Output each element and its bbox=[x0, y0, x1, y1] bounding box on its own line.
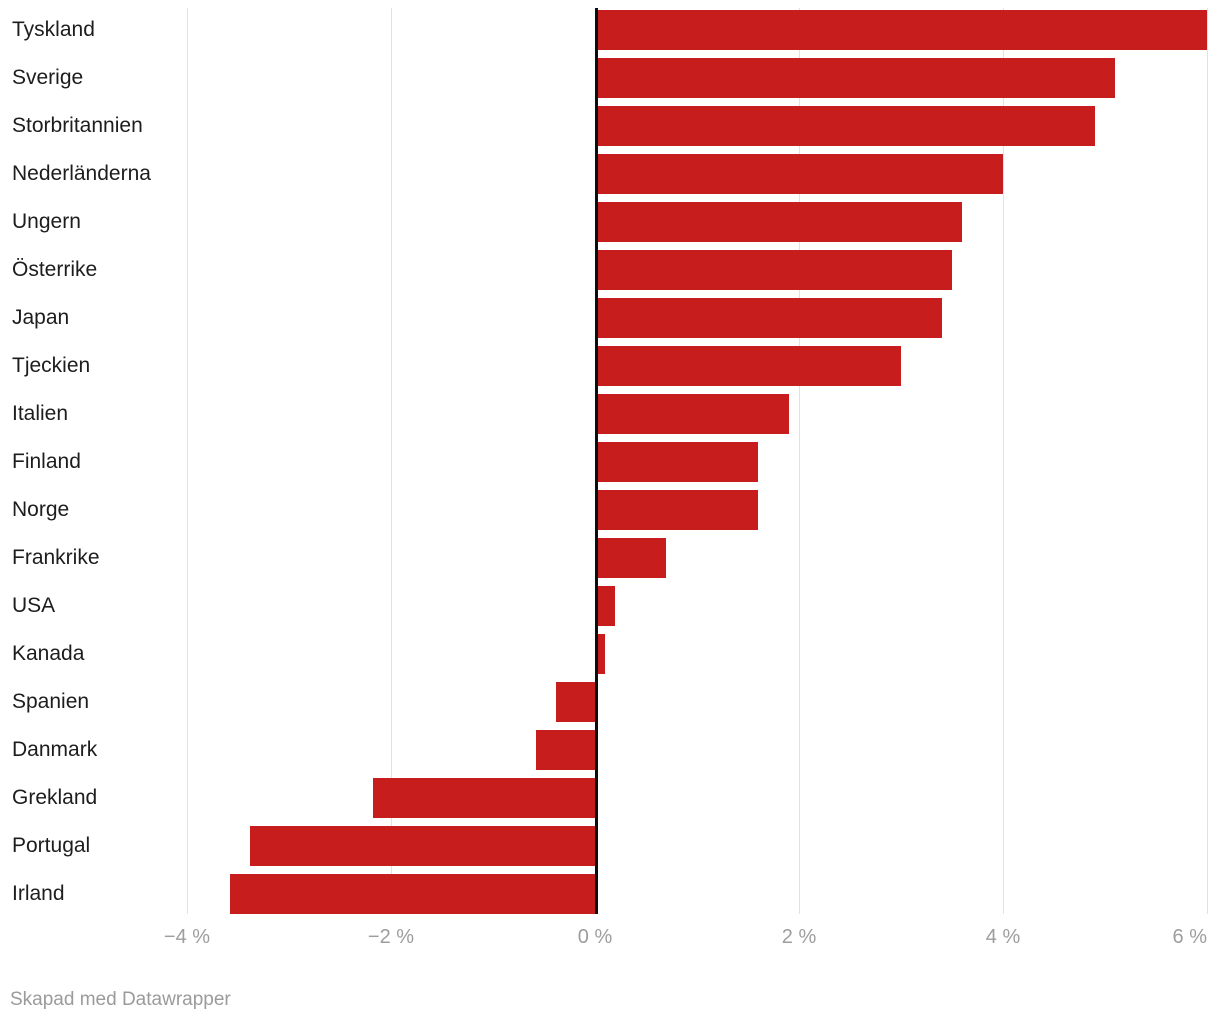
gridline bbox=[187, 8, 188, 914]
bar bbox=[598, 202, 963, 242]
x-axis-tick-label: −2 % bbox=[367, 926, 415, 948]
country-label: Danmark bbox=[12, 738, 98, 761]
bar bbox=[598, 346, 901, 386]
bar bbox=[598, 490, 759, 530]
country-label: Frankrike bbox=[12, 546, 100, 569]
bar bbox=[598, 538, 667, 578]
x-axis-tick-label: 2 % bbox=[781, 926, 817, 948]
bar bbox=[598, 634, 606, 674]
country-label: Tjeckien bbox=[12, 354, 91, 377]
bar bbox=[229, 874, 595, 914]
bar bbox=[598, 106, 1095, 146]
bar bbox=[598, 58, 1116, 98]
x-axis-tick-label: −4 % bbox=[163, 926, 211, 948]
zero-axis-line bbox=[595, 8, 598, 914]
gridline bbox=[1207, 8, 1208, 914]
country-label: Tyskland bbox=[12, 18, 95, 41]
bar bbox=[535, 730, 595, 770]
country-label: Grekland bbox=[12, 786, 98, 809]
bar bbox=[598, 10, 1207, 50]
country-label: Storbritannien bbox=[12, 114, 143, 137]
bar bbox=[598, 442, 759, 482]
country-label: Irland bbox=[12, 882, 65, 905]
country-label: Finland bbox=[12, 450, 81, 473]
country-label: Österrike bbox=[12, 258, 98, 281]
bar bbox=[598, 154, 1003, 194]
country-label: Ungern bbox=[12, 210, 81, 233]
datawrapper-credit-link[interactable]: Skapad med Datawrapper bbox=[10, 989, 231, 1010]
bar bbox=[598, 586, 616, 626]
bar bbox=[250, 826, 595, 866]
bar bbox=[598, 298, 942, 338]
x-axis-tick-label: 0 % bbox=[577, 926, 613, 948]
gridline bbox=[1003, 8, 1004, 914]
x-axis-tick-label: 4 % bbox=[985, 926, 1021, 948]
bar bbox=[598, 250, 952, 290]
country-label: Spanien bbox=[12, 690, 90, 713]
country-label: Norge bbox=[12, 498, 70, 521]
bar bbox=[372, 778, 595, 818]
country-label: Nederländerna bbox=[12, 162, 151, 185]
x-axis-tick-label: 6 % bbox=[1172, 926, 1207, 948]
country-label: Kanada bbox=[12, 642, 85, 665]
country-label: USA bbox=[12, 594, 56, 617]
gridline bbox=[391, 8, 392, 914]
bar bbox=[556, 682, 595, 722]
bar bbox=[598, 394, 789, 434]
country-label: Italien bbox=[12, 402, 69, 425]
country-label: Sverige bbox=[12, 66, 84, 89]
country-label: Japan bbox=[12, 306, 70, 329]
gridline bbox=[799, 8, 800, 914]
country-label: Portugal bbox=[12, 834, 91, 857]
